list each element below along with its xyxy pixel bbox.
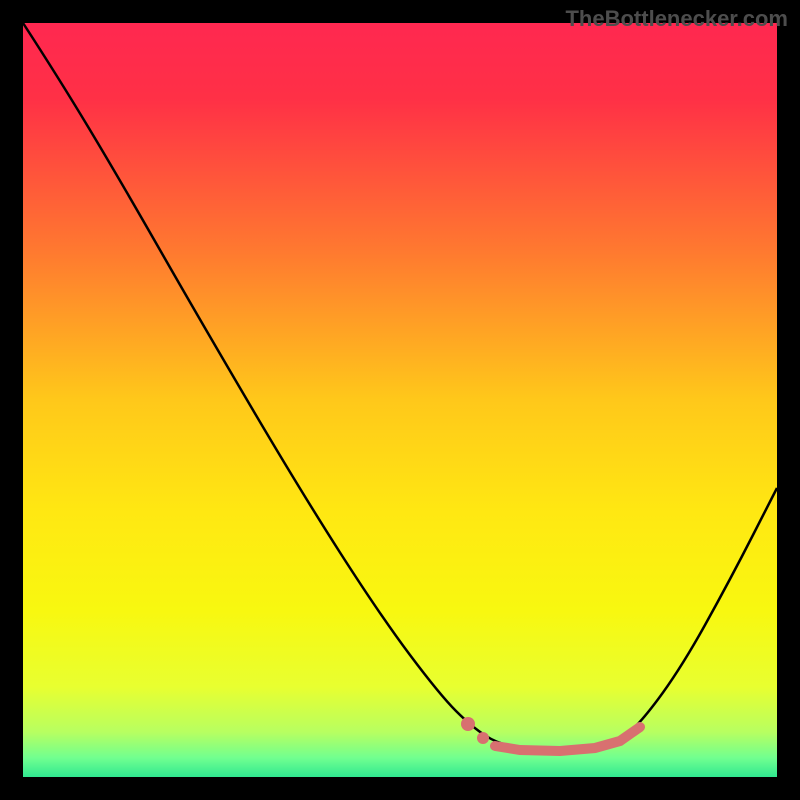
chart-svg [0,0,800,800]
bottleneck-chart: TheBottlenecker.com [0,0,800,800]
attribution-label: TheBottlenecker.com [565,6,788,32]
plot-background [23,23,777,777]
